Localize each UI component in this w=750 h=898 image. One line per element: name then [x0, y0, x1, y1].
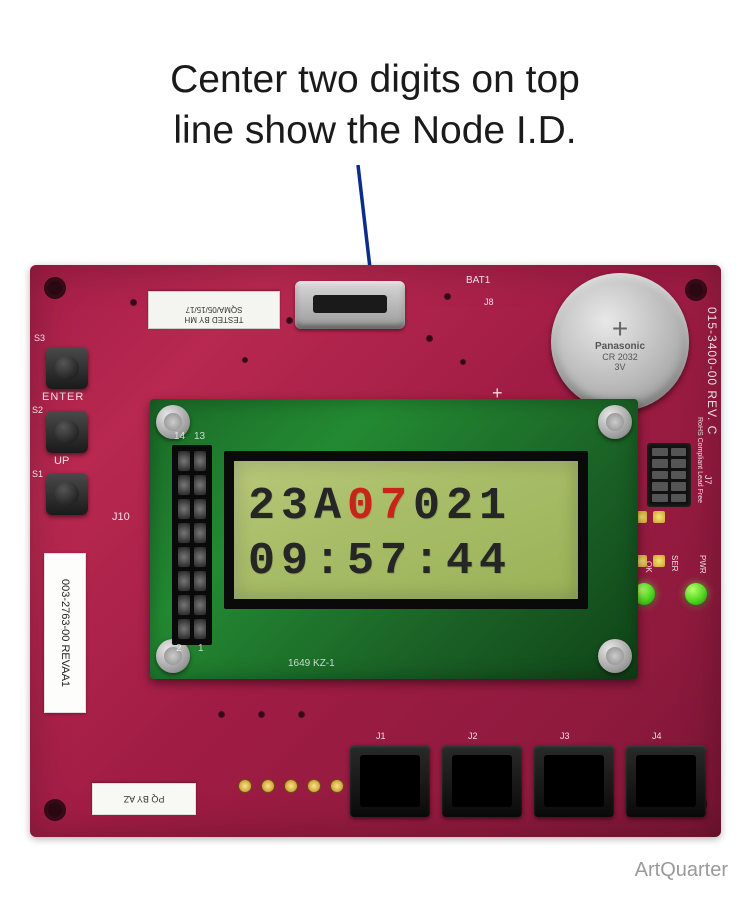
silk-j8: J8 [484, 297, 494, 307]
lcd-line-1: 23A07021 [248, 484, 564, 529]
coin-battery: + Panasonic CR 2032 3V [551, 273, 689, 411]
gold-pad [653, 511, 665, 523]
silk-j3: J3 [560, 731, 570, 741]
button-s3[interactable] [46, 347, 88, 389]
via [426, 335, 433, 342]
usb-connector [295, 281, 405, 329]
lcd-line-2: 09:57:44 [248, 539, 564, 584]
silk-pin13: 13 [194, 431, 205, 442]
silk-enter: ENTER [42, 391, 84, 403]
annotation-line1: Center two digits on top [170, 58, 580, 101]
standoff [598, 405, 632, 439]
silk-j2: J2 [468, 731, 478, 741]
battery-voltage: 3V [614, 362, 625, 372]
silk-bat1: BAT1 [466, 275, 490, 286]
lcd-module: 14 13 2 1 23A07021 09:57:44 1649 KZ-1 [150, 399, 638, 679]
silk-j7: J7 [703, 475, 713, 485]
annotation-text: Center two digits on top line show the N… [0, 55, 750, 156]
connector-j1 [350, 745, 430, 817]
part-number-sticker: 003-2763-00 REVAA1 [44, 553, 86, 713]
silk-j4: J4 [652, 731, 662, 741]
connector-j4 [626, 745, 706, 817]
mount-hole [44, 277, 66, 299]
lcd-screen: 23A07021 09:57:44 [224, 451, 588, 609]
connector-j2 [442, 745, 522, 817]
test-sticker: TESTED BY MH SQMA/05/15/17 [148, 291, 280, 329]
silk-led-ser: SER [670, 555, 679, 571]
silk-j1: J1 [376, 731, 386, 741]
silk-s2: S2 [32, 405, 43, 415]
silk-pin2: 2 [176, 643, 182, 654]
silk-j10: J10 [112, 511, 130, 523]
silk-led-pwr: PWR [698, 555, 707, 574]
lcd-header-pins [172, 445, 212, 645]
via [130, 299, 137, 306]
silk-pin14: 14 [174, 431, 185, 442]
lcd-silk-label: 1649 KZ-1 [288, 658, 335, 669]
via [298, 711, 305, 718]
annotation-line2: line show the Node I.D. [173, 109, 576, 152]
silk-s1: S1 [32, 469, 43, 479]
mount-hole [44, 799, 66, 821]
connector-j7 [647, 443, 691, 507]
rohs-label: RoHS Compliant Lead Free [696, 417, 703, 503]
through-hole-row [238, 779, 344, 793]
board-rev-label: 015-3400-00 REV. C [705, 307, 719, 435]
gold-pad [653, 555, 665, 567]
led-pwr [685, 583, 707, 605]
button-up[interactable] [46, 473, 88, 515]
qa-sticker: PQ BY AZ [92, 783, 196, 815]
lcd-suffix: 021 [413, 481, 512, 532]
via [242, 357, 248, 363]
battery-brand: Panasonic [595, 341, 645, 352]
via [444, 293, 451, 300]
battery-model: CR 2032 [602, 352, 638, 362]
connector-j3 [534, 745, 614, 817]
sticker-text: SQMA/05/15/17 [151, 303, 277, 313]
watermark: ArtQuarter [635, 859, 728, 882]
via [258, 711, 265, 718]
lcd-prefix: 23A [248, 481, 347, 532]
pcb-board: TESTED BY MH SQMA/05/15/17 003-2763-00 R… [30, 265, 721, 837]
silk-pin1: 1 [198, 643, 204, 654]
sticker-text: TESTED BY MH [151, 314, 277, 324]
silk-s3: S3 [34, 333, 45, 343]
mount-hole [685, 279, 707, 301]
via [286, 317, 293, 324]
via [460, 359, 466, 365]
standoff [598, 639, 632, 673]
lcd-node-id: 07 [347, 481, 413, 532]
via [218, 711, 225, 718]
button-enter[interactable] [46, 411, 88, 453]
silk-up: UP [54, 455, 69, 467]
